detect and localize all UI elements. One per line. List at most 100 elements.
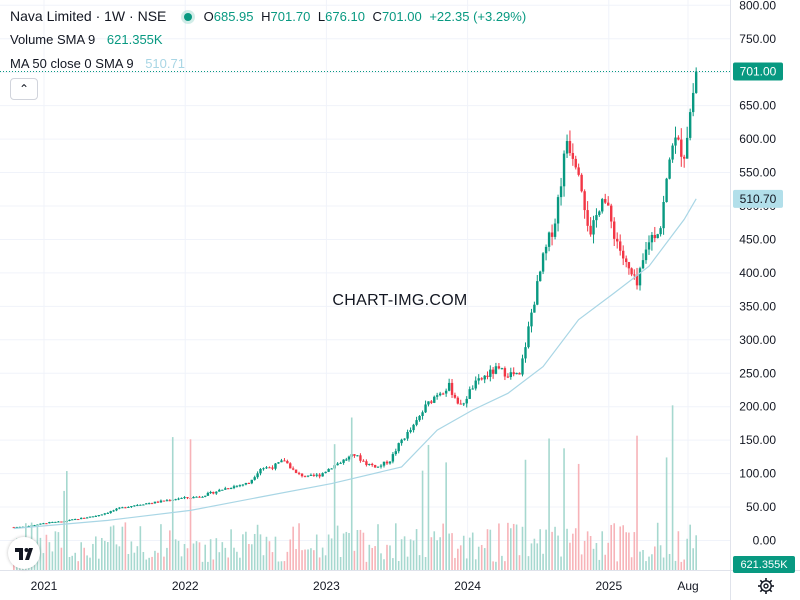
volume-bar bbox=[198, 542, 201, 570]
candle-body bbox=[438, 393, 442, 396]
volume-bar bbox=[622, 525, 625, 570]
candle-body bbox=[388, 461, 392, 464]
candle-body bbox=[212, 491, 215, 494]
volume-bar bbox=[512, 523, 515, 570]
volume-bar bbox=[601, 531, 604, 570]
candle-body bbox=[518, 372, 521, 375]
volume-bar bbox=[42, 553, 45, 570]
candle-body bbox=[221, 489, 224, 491]
volume-bar bbox=[201, 561, 204, 570]
volume-bar bbox=[651, 554, 653, 570]
candle-body bbox=[688, 112, 692, 138]
x-tick-label: 2023 bbox=[313, 579, 340, 593]
x-tick-label: 2025 bbox=[595, 579, 622, 593]
volume-bar bbox=[157, 552, 159, 570]
candle-body bbox=[559, 186, 563, 198]
volume-bar bbox=[174, 539, 177, 570]
candle-body bbox=[27, 525, 30, 527]
volume-bar bbox=[492, 561, 494, 570]
volume-bar bbox=[318, 557, 321, 570]
volume-bar bbox=[271, 552, 274, 570]
volume-bar bbox=[630, 557, 633, 570]
close-value: 701.00 bbox=[381, 9, 422, 24]
volume-bar bbox=[336, 525, 339, 570]
candle-body bbox=[130, 506, 133, 508]
candle-body bbox=[139, 504, 142, 506]
candle-body bbox=[177, 498, 180, 500]
candle-body bbox=[259, 468, 262, 474]
volume-bar bbox=[515, 524, 518, 570]
candle-body bbox=[541, 253, 545, 272]
volume-bar bbox=[286, 551, 289, 570]
legend-volume[interactable]: Volume SMA 9 621.355K bbox=[10, 32, 163, 48]
change-value: +22.35 (+3.29%) bbox=[429, 9, 527, 24]
candle-body bbox=[215, 491, 218, 494]
candle-body bbox=[33, 525, 36, 527]
candle-body bbox=[309, 474, 313, 476]
candle-body bbox=[397, 443, 400, 452]
volume-bar bbox=[439, 537, 441, 570]
candle-body bbox=[656, 234, 659, 239]
candle-body bbox=[592, 220, 595, 235]
x-tick-label: Aug bbox=[677, 579, 698, 593]
volume-bar bbox=[63, 490, 65, 570]
volume-bar bbox=[551, 531, 553, 570]
close-label: C bbox=[372, 9, 382, 24]
candle-body bbox=[562, 153, 566, 187]
volume-bar bbox=[545, 529, 547, 570]
candle-body bbox=[133, 505, 136, 507]
candle-body bbox=[653, 234, 657, 239]
volume-bar bbox=[616, 561, 619, 570]
volume-bar bbox=[572, 533, 574, 570]
candle-body bbox=[330, 468, 333, 470]
volume-bar bbox=[686, 538, 688, 570]
candle-body bbox=[209, 491, 212, 493]
low-value: 676.10 bbox=[325, 9, 365, 24]
volume-bar bbox=[124, 522, 127, 570]
volume-bar bbox=[227, 557, 230, 570]
candle-body bbox=[435, 395, 439, 397]
watermark: CHART-IMG.COM bbox=[332, 292, 467, 309]
volume-bar bbox=[636, 435, 638, 570]
volume-bar bbox=[533, 538, 536, 570]
volume-bar bbox=[495, 561, 497, 570]
gear-icon[interactable] bbox=[757, 577, 775, 595]
volume-bar bbox=[374, 546, 376, 570]
tradingview-logo-glyph bbox=[15, 548, 33, 560]
candle-body bbox=[456, 397, 460, 404]
candle-body bbox=[51, 521, 54, 523]
x-tick-label: 2024 bbox=[454, 579, 481, 593]
volume-bar bbox=[377, 524, 379, 570]
volume-bar bbox=[586, 531, 589, 570]
candle-body bbox=[174, 499, 177, 501]
candle-body bbox=[682, 156, 686, 159]
candle-body bbox=[538, 271, 542, 282]
candle-body bbox=[462, 403, 465, 405]
candle-body bbox=[342, 459, 345, 463]
candle-body bbox=[74, 519, 77, 521]
candle-body bbox=[127, 506, 130, 508]
symbol-title[interactable]: Nava Limited · 1W · NSE bbox=[10, 8, 167, 24]
candle-body bbox=[91, 516, 95, 518]
volume-bar bbox=[648, 556, 650, 570]
volume-bar bbox=[151, 556, 153, 570]
volume-bar bbox=[477, 546, 480, 570]
volume-bar bbox=[295, 548, 297, 570]
volume-bar bbox=[139, 526, 142, 570]
volume-bar bbox=[613, 523, 616, 570]
volume-bar bbox=[507, 522, 509, 570]
volume-bar bbox=[557, 535, 559, 570]
collapse-legend-button[interactable]: ⌃ bbox=[10, 78, 38, 100]
volume-bar bbox=[233, 547, 235, 570]
candle-body bbox=[635, 274, 639, 286]
volume-bar bbox=[307, 549, 309, 570]
volume-bar bbox=[189, 439, 192, 570]
tradingview-logo-icon[interactable] bbox=[8, 537, 40, 569]
volume-bar bbox=[327, 534, 330, 570]
volume-bar bbox=[324, 555, 327, 570]
legend-ma[interactable]: MA 50 close 0 SMA 9 510.71 bbox=[10, 56, 185, 72]
volume-bar bbox=[350, 417, 353, 570]
open-label: O bbox=[203, 9, 214, 24]
